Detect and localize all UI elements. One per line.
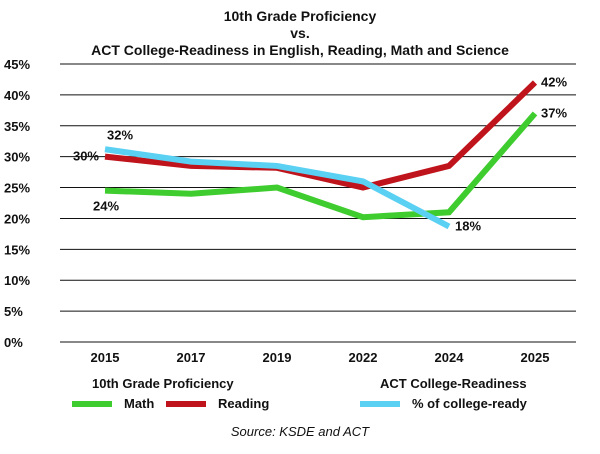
y-tick-label-25: 25%: [4, 181, 30, 196]
legend-swatch-math: [72, 400, 112, 407]
data-label-reading-2015: 30%: [73, 149, 99, 164]
y-tick-label-40: 40%: [4, 88, 30, 103]
legend-label-math: Math: [124, 396, 155, 411]
data-label-math-2015: 24%: [93, 199, 119, 214]
legend-swatch-college-ready: [360, 400, 400, 407]
legend-group-act-title: ACT College-Readiness: [380, 376, 527, 391]
series-line-of-college-ready: [104, 146, 451, 230]
x-tick-label-2024: 2024: [435, 350, 465, 365]
y-tick-label-20: 20%: [4, 211, 30, 226]
chart-title-line-1: 10th Grade Proficiency: [223, 8, 377, 24]
x-tick-label-2025: 2025: [521, 350, 550, 365]
data-label-math-2025: 37%: [541, 105, 567, 120]
y-tick-label-5: 5%: [4, 304, 23, 319]
y-tick-label-35: 35%: [4, 119, 30, 134]
chart-title-line-2: vs.: [290, 25, 310, 41]
source-note: Source: KSDE and ACT: [230, 424, 370, 439]
y-tick-label-30: 30%: [4, 150, 30, 165]
data-label-reading-2025: 42%: [541, 75, 567, 90]
chart-title-line-3: ACT College-Readiness in English, Readin…: [91, 42, 509, 58]
x-tick-label-2015: 2015: [91, 350, 120, 365]
legend-group-proficiency-title: 10th Grade Proficiency: [92, 376, 234, 391]
x-tick-label-2019: 2019: [263, 350, 292, 365]
data-label-of-college-ready-2015: 32%: [107, 127, 133, 142]
legend-label-reading: Reading: [218, 396, 270, 411]
x-tick-label-2022: 2022: [349, 350, 378, 365]
data-label-of-college-ready-2024: 18%: [455, 218, 481, 233]
y-tick-label-15: 15%: [4, 242, 30, 257]
legend-item-college-ready: % of college-ready: [360, 396, 527, 411]
legend-item-math: Math: [72, 396, 154, 411]
y-tick-label-0: 0%: [4, 335, 23, 350]
series-line-math: [104, 111, 538, 221]
series-line-reading: [104, 80, 538, 191]
y-tick-label-10: 10%: [4, 273, 30, 288]
x-tick-label-2017: 2017: [177, 350, 206, 365]
legend-item-reading: Reading: [166, 396, 269, 411]
legend-swatch-reading: [166, 400, 206, 407]
legend-label-college-ready: % of college-ready: [412, 396, 527, 411]
y-tick-label-45: 45%: [4, 57, 30, 72]
